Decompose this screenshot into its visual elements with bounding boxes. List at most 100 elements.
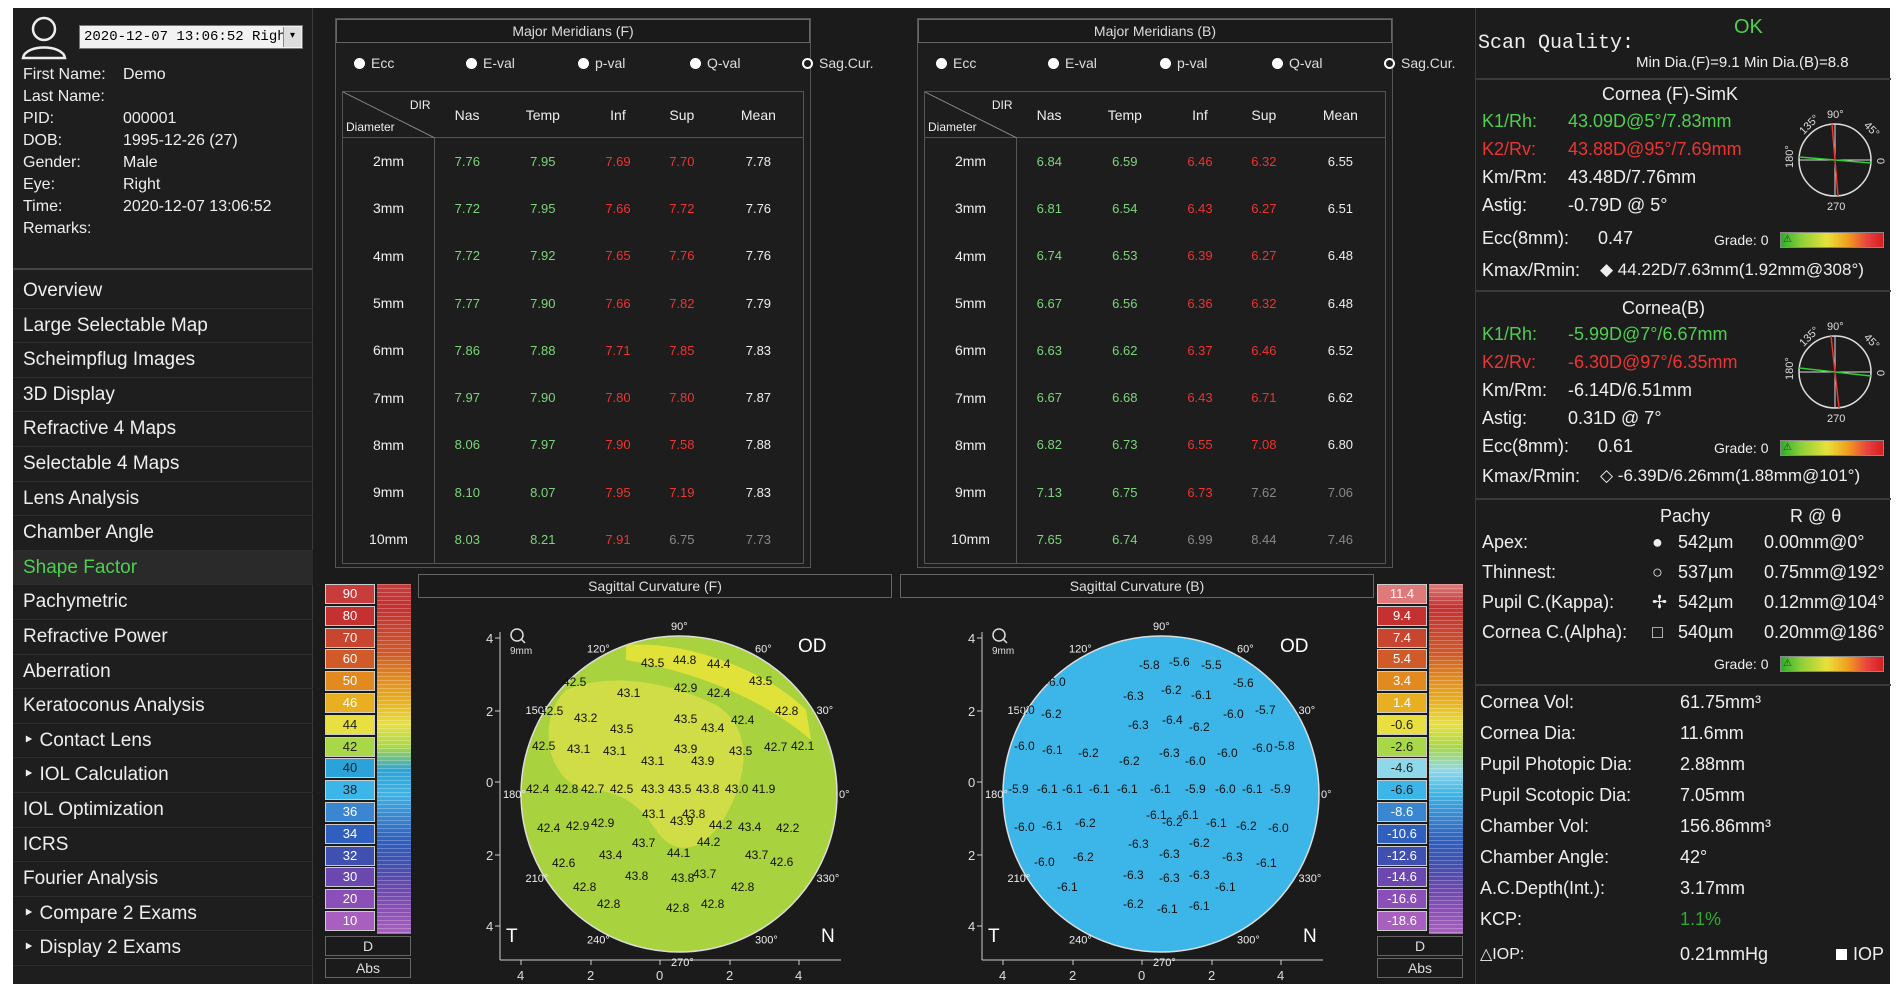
radio-pval[interactable]: p-val <box>578 55 625 71</box>
curvature-value: 42.8 <box>573 880 597 894</box>
curvature-value: -6.1 <box>1057 880 1078 894</box>
value-cell: 6.99 <box>1187 531 1213 547</box>
pachy-value: 542µm <box>1678 592 1734 612</box>
angle-label: 90° <box>671 621 688 633</box>
curvature-value: 42.5 <box>540 704 564 718</box>
menu-item[interactable]: Keratoconus Analysis <box>13 689 313 724</box>
column-header: Temp <box>499 91 587 138</box>
radio-ecc[interactable]: Ecc <box>354 55 394 71</box>
menu-item[interactable]: ‣ Contact Lens <box>13 724 313 759</box>
menu-item[interactable]: Selectable 4 Maps <box>13 447 313 482</box>
curvature-value: 43.1 <box>567 742 591 756</box>
curvature-value: 43.3 <box>641 782 665 796</box>
menu-item[interactable]: Refractive Power <box>13 620 313 655</box>
zoom-icon[interactable] <box>510 628 524 642</box>
table-row: 8mm 6.82 6.73 6.55 7.08 6.80 <box>924 421 1386 469</box>
menu-item[interactable]: Refractive 4 Maps <box>13 412 313 447</box>
scale-cell: -8.6 <box>1377 802 1427 822</box>
scale-cell: 46 <box>325 693 375 713</box>
curvature-value: 43.1 <box>641 754 665 768</box>
menu-item[interactable]: Lens Analysis <box>13 482 313 517</box>
y-tick: 0 <box>968 775 975 790</box>
menu-item[interactable]: Overview <box>13 274 313 309</box>
radio-dot-icon <box>690 58 701 69</box>
info-row: Remarks: <box>23 216 123 242</box>
meridian-panel: Major Meridians (F) Ecc E-val p-val Q-val Sag… <box>335 18 873 568</box>
radio-label: Sag.Cur. <box>819 55 874 71</box>
curvature-value: 42.4 <box>526 782 550 796</box>
km-b-value: -6.14D/6.51mm <box>1568 380 1693 400</box>
curvature-value: -6.2 <box>1189 720 1210 734</box>
iop-button[interactable]: IOP <box>1836 944 1884 965</box>
radio-label: Ecc <box>371 55 395 71</box>
astig-label: Astig: <box>1482 195 1528 215</box>
curvature-value: 42.6 <box>552 856 576 870</box>
x-tick: 0 <box>656 968 663 983</box>
value-cell: 7.46 <box>1327 531 1354 547</box>
radio-dot-icon <box>1160 58 1171 69</box>
radio-eval[interactable]: E-val <box>1048 55 1097 71</box>
info-label: Gender: <box>23 154 81 171</box>
radio-pval[interactable]: p-val <box>1160 55 1207 71</box>
scale-mode[interactable]: Abs <box>1377 958 1463 978</box>
curvature-value: -6.2 <box>1119 754 1140 768</box>
stat-label: Pupil Scotopic Dia: <box>1480 785 1632 805</box>
svg-text:180°: 180° <box>1784 357 1796 380</box>
radio-qval[interactable]: Q-val <box>690 55 740 71</box>
curvature-value: 42.9 <box>591 816 615 830</box>
radio-ecc[interactable]: Ecc <box>936 55 976 71</box>
radio-sagcur[interactable]: Sag.Cur. <box>802 55 873 71</box>
menu-item[interactable]: Fourier Analysis <box>13 862 313 897</box>
pachy-symbol-icon: ✢ <box>1652 592 1668 612</box>
dir-label: DIR <box>991 98 1013 112</box>
menu-item[interactable]: ‣ Display 2 Exams <box>13 931 313 966</box>
radio-eval[interactable]: E-val <box>466 55 515 71</box>
value-cell: 7.70 <box>669 153 695 169</box>
diameter-cell: 2mm <box>342 137 435 185</box>
menu-item[interactable]: Aberration <box>13 655 313 690</box>
curvature-value: 42.8 <box>731 880 755 894</box>
angle-label: 270° <box>671 957 694 969</box>
column-header: Nas <box>434 91 500 138</box>
value-cell: 6.67 <box>1036 295 1062 311</box>
k2-b-label: K2/Rv: <box>1482 352 1537 372</box>
menu-item[interactable]: Scheimpflug Images <box>13 343 313 378</box>
curvature-value: 43.4 <box>738 820 762 834</box>
menu-item[interactable]: IOL Optimization <box>13 793 313 828</box>
r-theta-header: R @ θ <box>1790 506 1842 526</box>
curvature-value: 43.1 <box>617 686 641 700</box>
radio-qval[interactable]: Q-val <box>1272 55 1322 71</box>
panel-title: Major Meridians (B) <box>918 19 1392 43</box>
menu-item[interactable]: Pachymetric <box>13 585 313 620</box>
value-cell: 6.81 <box>1036 200 1062 216</box>
x-tick: 2 <box>726 968 733 983</box>
value-cell: 7.62 <box>1251 484 1277 500</box>
curvature-value: -6.1 <box>1157 902 1178 916</box>
menu-item[interactable]: Large Selectable Map <box>13 309 313 344</box>
zoom-icon[interactable] <box>992 628 1006 642</box>
menu-item[interactable]: Chamber Angle <box>13 516 313 551</box>
menu-item[interactable]: ‣ IOL Calculation <box>13 758 313 793</box>
menu-item[interactable]: ICRS <box>13 828 313 863</box>
curvature-value: 43.8 <box>625 869 649 883</box>
curvature-value: 43.5 <box>729 744 753 758</box>
scale-mode[interactable]: Abs <box>325 958 411 978</box>
curvature-value: 43.5 <box>668 782 692 796</box>
curvature-value: -6.0 <box>1217 746 1238 760</box>
y-tick: 2 <box>968 848 975 863</box>
column-header: Temp <box>1081 91 1169 138</box>
menu-item[interactable]: Shape Factor <box>13 550 313 586</box>
scale-cell: 1.4 <box>1377 693 1427 713</box>
menu-item[interactable]: 3D Display <box>13 378 313 413</box>
cornea-disc <box>1002 635 1320 953</box>
curvature-value: -6.0 <box>1268 821 1289 835</box>
menu-item[interactable]: ‣ Compare 2 Exams <box>13 897 313 932</box>
radio-sagcur[interactable]: Sag.Cur. <box>1384 55 1455 71</box>
exam-datetime-select[interactable]: 2020-12-07 13:06:52 Right ▾ <box>79 25 303 49</box>
radio-dot-icon <box>466 58 477 69</box>
chevron-down-icon[interactable]: ▾ <box>283 27 301 47</box>
curvature-value: 42.4 <box>731 713 755 727</box>
radio-label: p-val <box>595 55 626 71</box>
